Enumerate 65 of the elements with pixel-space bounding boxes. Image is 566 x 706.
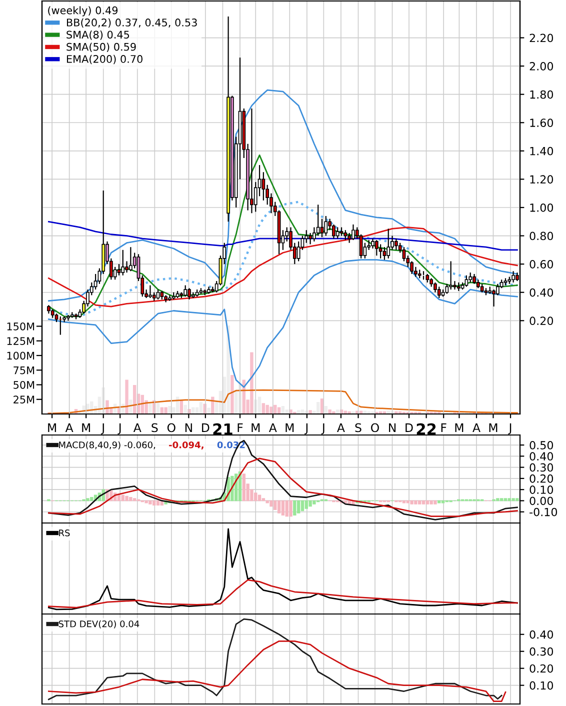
x-tick-label: A [65,423,74,432]
y2-tick-label: 100M [7,352,34,360]
x-tick-label: F [441,423,446,432]
legend-title: (weekly) 0.49 [48,6,118,16]
x-tick-label: J [118,423,121,434]
x-tick-label: J [508,423,512,434]
x-tick-label: O [167,423,176,432]
y-tick-label: 1.20 [530,175,554,184]
y-tick-label: 0.20 [530,664,554,673]
y-tick-label: 0.30 [530,463,554,472]
y2-tick-label: 125M [7,337,34,345]
y-tick-label: 0.40 [530,452,554,461]
x-tick-label: M [82,423,90,432]
x-tick-label: M [455,423,464,432]
x-tick-label: 21 [213,423,232,435]
x-tick-label: A [133,423,142,432]
x-tick-label: M [286,423,294,432]
x-tick-label: D [202,423,210,432]
y-tick-label: 0.40 [530,288,554,297]
y2-tick-label: 25M [14,396,34,404]
y-tick-label: 0.20 [530,474,554,483]
y-tick-label: 1.40 [530,146,554,156]
x-tick-label: O [371,423,379,432]
x-tick-label: S [355,423,362,432]
x-tick-label: D [406,423,413,432]
y-tick-label: 0.80 [530,232,554,240]
y-tick-label: 1.00 [530,203,554,212]
x-tick-label: S [152,423,158,432]
y-tick-label: 0.30 [530,647,554,656]
x-tick-label: A [337,423,345,432]
x-tick-label: M [48,423,56,432]
y-tick-label: 0.20 [530,316,554,326]
legend-label: RS [59,529,70,536]
y-tick-label: 0.00 [530,496,554,506]
x-tick-label: F [238,423,243,432]
x-tick-label: M [252,423,260,432]
x-tick-label: M [489,423,498,432]
y-tick-label: 2.20 [530,34,554,42]
y-tick-label: 0.50 [530,441,554,450]
y-tick-label: 1.80 [530,90,554,99]
y-tick-label: 1.60 [530,118,554,128]
y2-tick-label: 150M [7,322,34,330]
x-tick-label: 22 [416,423,436,435]
y-tick-label: -0.10 [530,508,558,516]
x-tick-label: N [389,423,396,432]
y-tick-label: 2.00 [530,62,554,70]
y2-tick-label: 50M [14,380,34,389]
x-tick-label: N [185,423,192,432]
legend-label: BB(20,2) 0.37, 0.45, 0.53 [66,18,197,28]
legend-label: SMA(50) 0.59 [66,42,136,52]
x-tick-label: J [321,423,324,434]
legend-label: SMA(8) 0.45 [66,30,130,40]
x-tick-label: A [472,423,480,432]
y-tick-label: 0.40 [530,630,554,639]
y2-tick-label: 75M [14,366,34,374]
x-tick-label: A [268,423,277,432]
x-tick-label: J [304,423,308,434]
y-tick-label: 0.10 [530,486,554,494]
legend-label: STD DEV(20) 0.04 [58,620,140,628]
legend-label: MACD(8,40,9) -0.060, [59,441,156,450]
text: -0.094, [169,441,204,450]
y-tick-label: 0.60 [530,260,554,268]
y-tick-label: 0.10 [530,681,554,690]
legend-label: EMA(200) 0.70 [66,54,142,64]
x-tick-label: J [101,423,104,434]
